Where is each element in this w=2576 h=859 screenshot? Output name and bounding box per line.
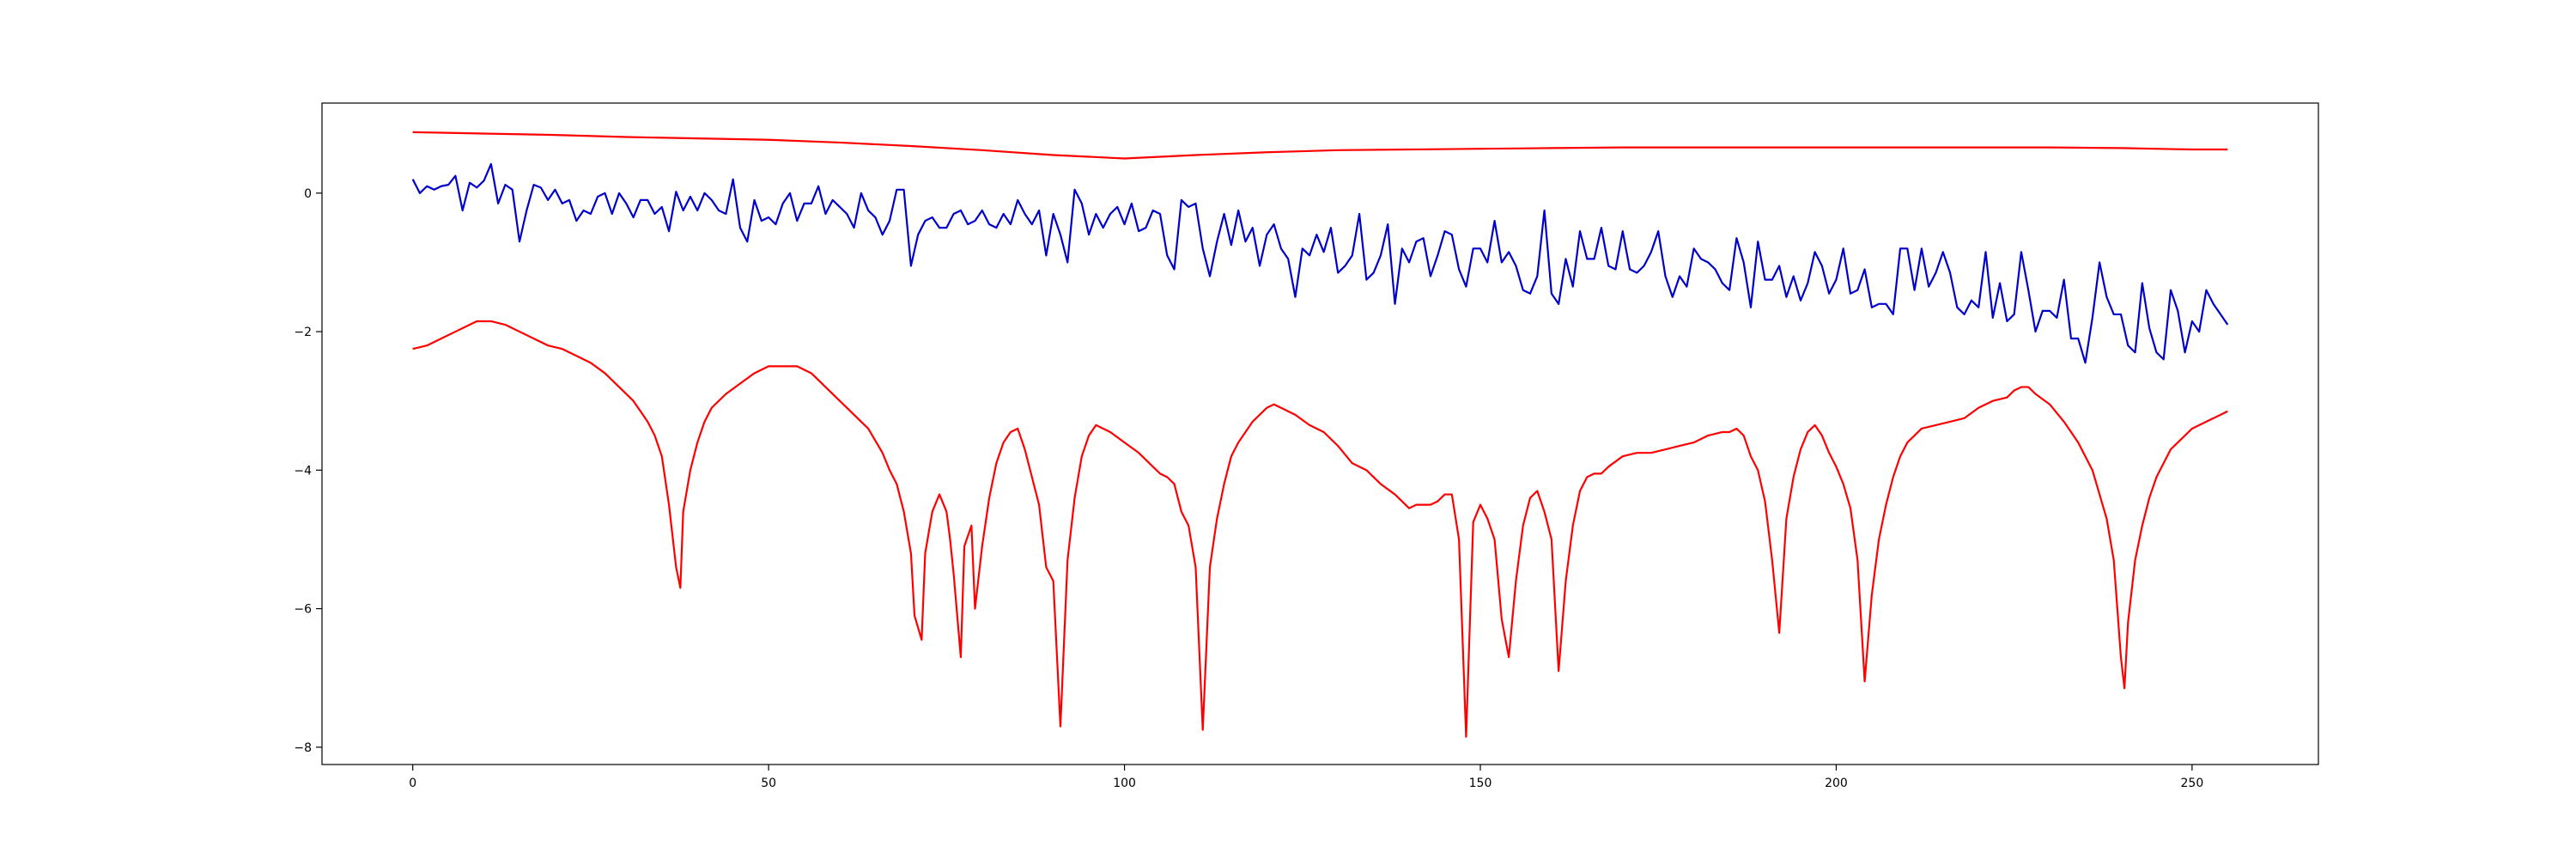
series-line-3 [412, 320, 2228, 738]
y-tick-label: 0 [304, 187, 312, 201]
x-axis: 0 50 100 150 200 250 [409, 765, 2203, 790]
x-tick-label: 150 [1469, 777, 1492, 790]
series-line-1 [412, 131, 2228, 160]
x-tick-label: 100 [1113, 777, 1136, 790]
x-tick-label: 50 [761, 777, 776, 790]
series-line-2 [411, 162, 2229, 364]
x-tick-label: 200 [1825, 777, 1848, 790]
x-tick-label: 250 [2181, 777, 2204, 790]
y-axis: 0 −2 −4 −6 −8 [294, 187, 322, 755]
y-tick-label: −8 [294, 741, 312, 755]
y-tick-label: −2 [294, 326, 312, 339]
x-tick-label: 0 [409, 777, 416, 790]
y-tick-label: −4 [294, 464, 312, 478]
y-tick-label: −6 [294, 603, 312, 617]
plot-frame [321, 102, 2319, 765]
series-layer [411, 131, 2229, 738]
